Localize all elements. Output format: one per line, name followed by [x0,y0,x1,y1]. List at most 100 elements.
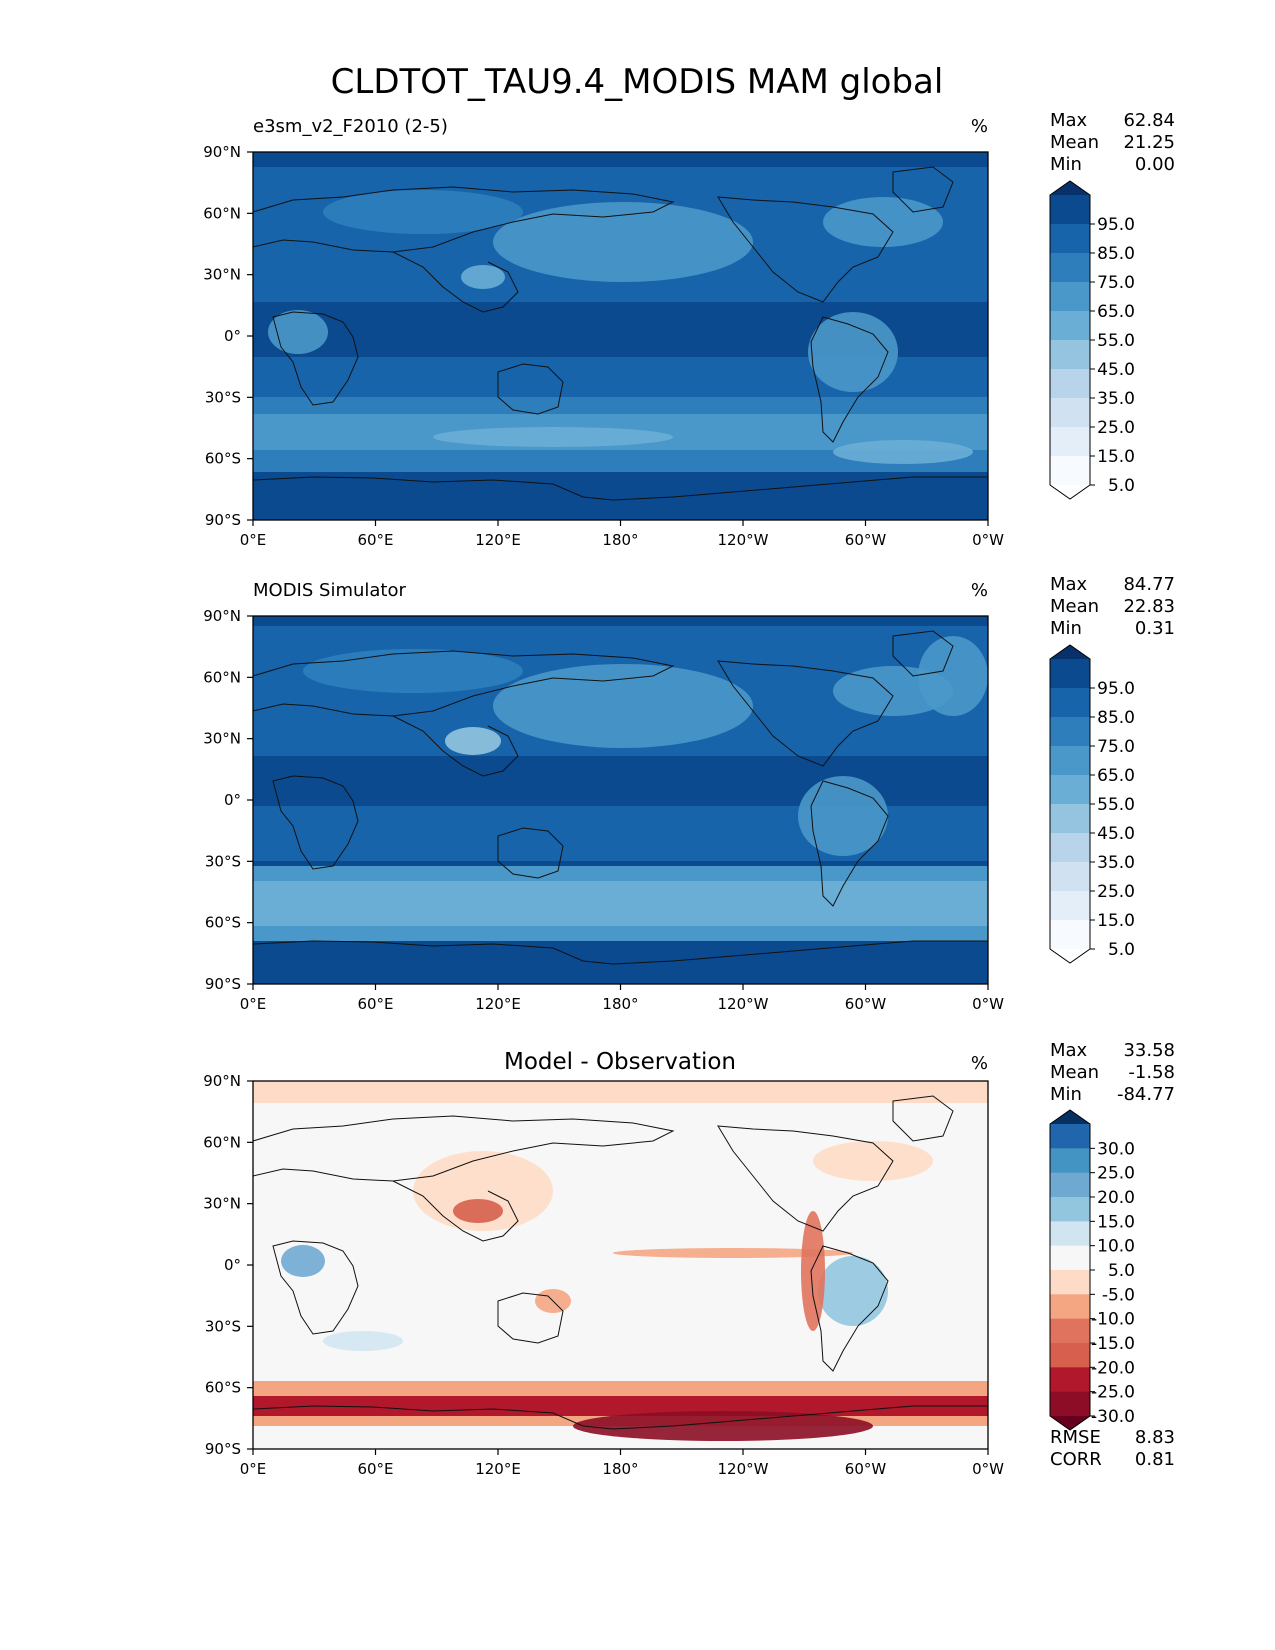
x-tick-label: 180° [602,995,638,1013]
coastline [892,630,954,677]
y-tick-label: 30°S [205,1317,241,1335]
obs-field [253,616,988,984]
field-patch [833,440,973,464]
x-tick-label: 120°E [475,1460,521,1478]
colorbar-box [1050,311,1090,341]
field-patch [573,1411,873,1441]
field-patch [268,310,328,354]
colorbar: 95.0 85.0 75.0 65.0 55.0 45.0 35.0 25.0 15.0 5.0 [1049,644,1135,964]
colorbar-box [1050,659,1090,689]
coastline [253,940,988,965]
footer-stat-value: 8.83 [1135,1427,1175,1448]
field-patch [918,636,988,716]
colorbar-label: 15.0 [1097,447,1135,467]
stat-value: 0.00 [1135,154,1175,175]
colorbar-label: 45.0 [1097,824,1135,844]
stat-label: Min [1050,154,1082,175]
coastline [717,196,894,303]
stat-value: 33.58 [1123,1040,1175,1061]
coastlines [253,1095,988,1430]
colorbar-box [1050,804,1090,834]
colorbar-box [1050,340,1090,370]
colorbar-label: -30.0 [1091,1407,1135,1427]
panel-stats: Max 33.58 Mean -1.58 Min -84.77 [1050,1040,1175,1105]
y-tick-label: 0° [224,327,241,345]
panel-left-title: e3sm_v2_F2010 (2-5) [253,116,448,137]
colorbar-box [1050,1294,1090,1320]
colorbar-label: 25.0 [1097,882,1135,902]
x-tick-label: 120°E [475,531,521,549]
stat-value: 21.25 [1123,132,1175,153]
colorbar-label: 25.0 [1097,418,1135,438]
colorbar-box [1050,1124,1090,1149]
x-tick-label: 120°W [718,531,769,549]
colorbar-box [1050,1270,1090,1295]
stat-label: Max [1050,574,1088,595]
colorbar-label: 5.0 [1108,1261,1135,1281]
colorbar-label: 75.0 [1097,737,1135,757]
colorbar-extend-bottom [1050,949,1090,963]
stat-value: -1.58 [1128,1062,1175,1083]
coastline [253,1115,675,1182]
field-band [253,946,988,984]
stat-value: 62.84 [1123,110,1175,131]
field-patch [823,197,943,247]
coastline [253,1405,988,1430]
colorbar-label: 30.0 [1097,1139,1135,1159]
coastline [717,660,894,767]
x-tick-label: 0°E [240,531,267,549]
colorbar-label: 95.0 [1097,215,1135,235]
x-axis-ticks: 0°E 60°E 120°E 180° 120°W 60°W 0°W [240,1449,1004,1478]
stat-label: Max [1050,110,1088,131]
colorbar-label: 65.0 [1097,766,1135,786]
field-band [253,1081,988,1103]
y-tick-label: 60°S [205,450,241,468]
y-tick-label: 60°N [203,1133,241,1151]
y-tick-label: 30°N [203,730,241,748]
map-area [253,616,988,984]
colorbar-box [1050,369,1090,399]
model-field [253,152,988,520]
colorbar-extend-top [1050,645,1090,659]
colorbar-label: 55.0 [1097,795,1135,815]
colorbar-box [1050,195,1090,225]
coastline [392,715,519,777]
field-patch [493,664,753,748]
coastline [810,1245,889,1372]
stat-label: Mean [1050,596,1099,617]
panel-diff: 0°E 60°E 120°E 180° 120°W 60°W 0°W 90°N 60°N 30°… [203,1040,1175,1478]
coastline [253,476,988,501]
coastline [272,775,359,870]
colorbar-label: -10.0 [1091,1310,1135,1330]
stat-label: Min [1050,1084,1082,1105]
panel-stats: Max 62.84 Mean 21.25 Min 0.00 [1050,110,1175,175]
diff-field [253,1081,988,1449]
field-patch [801,1211,825,1331]
colorbar-box [1050,1172,1090,1198]
field-patch [808,312,898,392]
y-axis-ticks: 90°N 60°N 30°N 0° 30°S 60°S 90°S [203,607,253,993]
colorbar-extend-bottom [1050,485,1090,499]
colorbar-extend-top [1050,181,1090,195]
colorbar-label: 5.0 [1108,476,1135,496]
field-patch [818,1256,888,1326]
x-tick-label: 60°E [357,1460,393,1478]
colorbar: 30.0 25.0 20.0 15.0 10.0 5.0 -5.0 -10.0 -15.0 -20… [1049,1109,1135,1431]
colorbar-label: 85.0 [1097,244,1135,264]
x-tick-label: 0°W [972,531,1004,549]
colorbar-label: 85.0 [1097,708,1135,728]
y-tick-label: 90°S [205,975,241,993]
coastlines [253,166,988,501]
colorbar-box [1050,253,1090,283]
colorbar-box [1050,1367,1090,1393]
map-area [253,152,988,520]
colorbar-label: -20.0 [1091,1358,1135,1378]
x-tick-label: 60°E [357,531,393,549]
y-tick-label: 0° [224,1256,241,1274]
colorbar-box [1050,224,1090,254]
field-patch [303,649,523,693]
x-tick-label: 60°W [845,531,887,549]
colorbar-label: 5.0 [1108,940,1135,960]
colorbar-box [1050,833,1090,863]
field-patch [281,1245,325,1277]
